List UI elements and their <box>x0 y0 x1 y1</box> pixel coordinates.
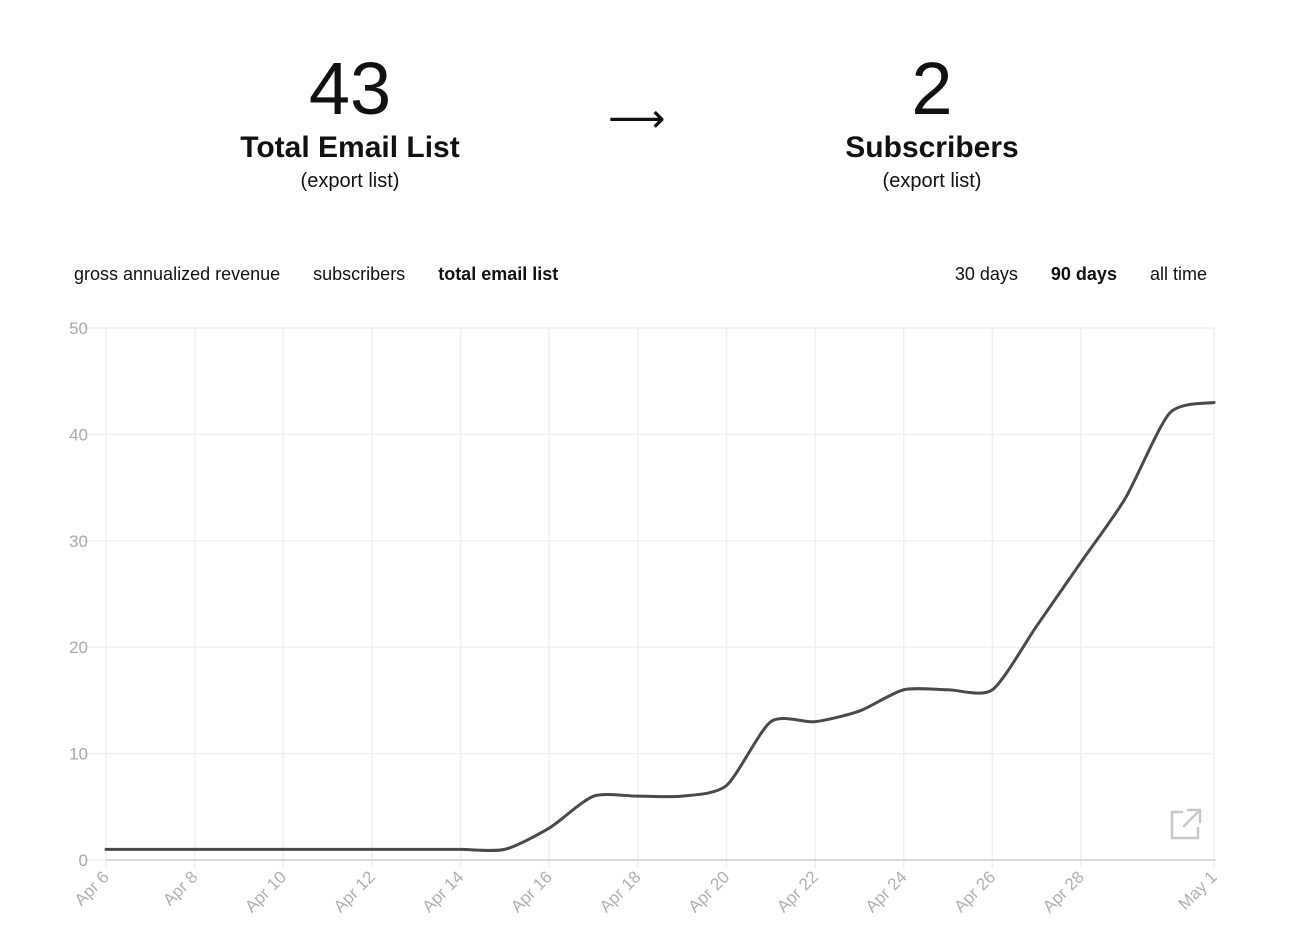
range-tabs: 30 days 90 days all time <box>927 264 1207 285</box>
x-tick-label: Apr 26 <box>950 867 999 916</box>
y-tick-label: 0 <box>79 851 88 870</box>
x-tick-label: Apr 6 <box>71 867 113 909</box>
x-tick-label: Apr 8 <box>159 867 201 909</box>
x-tick-label: Apr 22 <box>773 867 822 916</box>
x-tick-label: Apr 28 <box>1039 867 1088 916</box>
metric-tabs: gross annualized revenue subscribers tot… <box>74 264 586 285</box>
tab-gross-annualized-revenue[interactable]: gross annualized revenue <box>74 264 281 284</box>
export-list-link-subscribers[interactable]: (export list) <box>882 170 982 192</box>
email-list-chart: 0 10 20 30 40 50 Apr 6 Apr 8 Apr 10 Apr 12 Apr 14… <box>69 319 1221 916</box>
x-tick-label: Apr 18 <box>596 867 645 916</box>
tab-30-days[interactable]: 30 days <box>954 264 1018 284</box>
total-email-list-stat: 43 Total Email List (export list) <box>200 48 500 196</box>
arrow-icon: ⟶ <box>608 97 666 141</box>
y-tick-label: 50 <box>69 319 88 338</box>
total-email-list-label: Total Email List <box>240 131 460 164</box>
subscribers-value: 2 <box>911 47 953 130</box>
tab-90-days[interactable]: 90 days <box>1050 264 1117 284</box>
y-tick-label: 40 <box>69 425 88 444</box>
tab-all-time[interactable]: all time <box>1149 264 1207 284</box>
x-tick-label: Apr 20 <box>684 867 733 916</box>
y-tick-label: 30 <box>69 532 88 551</box>
y-tick-label: 20 <box>69 638 88 657</box>
x-tick-label: Apr 24 <box>862 867 911 916</box>
y-tick-label: 10 <box>69 745 88 764</box>
x-tick-label: Apr 14 <box>419 867 468 916</box>
x-tick-label: May 1 <box>1175 867 1221 913</box>
subscribers-stat: 2 Subscribers (export list) <box>782 48 1082 196</box>
tab-total-email-list[interactable]: total email list <box>438 264 559 284</box>
export-list-link-total[interactable]: (export list) <box>300 170 400 192</box>
x-tick-label: Apr 12 <box>330 867 379 916</box>
external-link-icon[interactable] <box>1170 808 1202 840</box>
series-line <box>104 400 1216 852</box>
total-email-list-value: 43 <box>308 47 392 130</box>
x-tick-label: Apr 16 <box>507 867 556 916</box>
tab-subscribers[interactable]: subscribers <box>313 264 406 284</box>
x-tick-label: Apr 10 <box>241 867 290 916</box>
subscribers-label: Subscribers <box>845 131 1019 164</box>
